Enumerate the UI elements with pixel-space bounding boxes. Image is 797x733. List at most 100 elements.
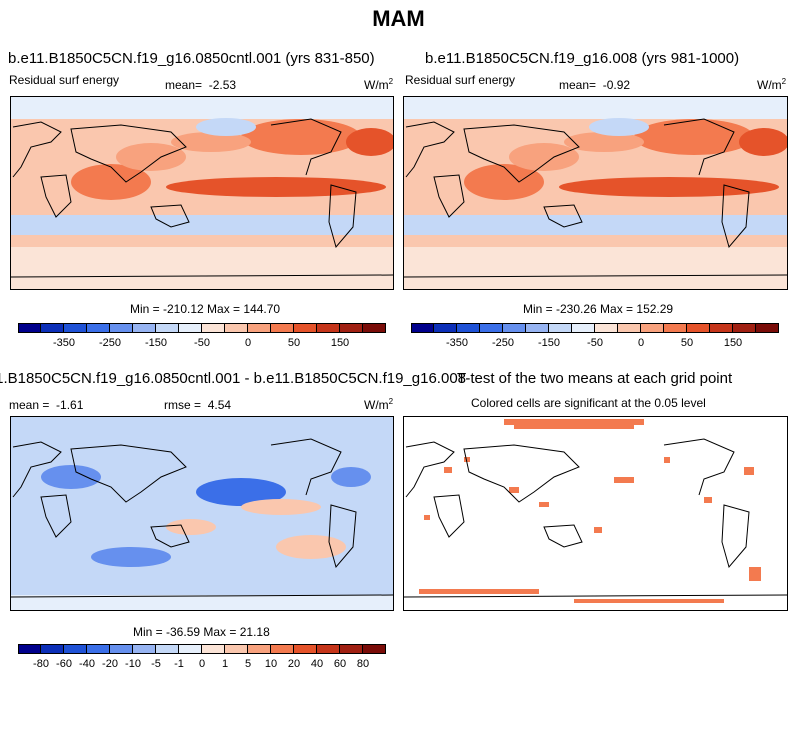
colorbar-cell bbox=[41, 323, 64, 333]
colorbar-cell bbox=[225, 323, 248, 333]
colorbar-cell bbox=[317, 323, 340, 333]
colorbar-cell bbox=[41, 644, 64, 654]
panel2-map bbox=[403, 96, 788, 290]
colorbar-cell bbox=[664, 323, 687, 333]
colorbar-tick-label: 60 bbox=[333, 658, 347, 670]
colorbar-cell bbox=[340, 323, 363, 333]
panel3-title: b.e11.B1850C5CN.f19_g16.0850cntl.001 - b… bbox=[0, 370, 466, 387]
panel4-title: T-test of the two means at each grid poi… bbox=[457, 370, 733, 387]
panel2-units: W/m2 bbox=[757, 77, 787, 92]
colorbar-cell bbox=[549, 323, 572, 333]
colorbar-cell bbox=[225, 644, 248, 654]
panel1-stats: Min = -210.12 Max = 144.70 bbox=[130, 302, 281, 316]
panel3-colorbar: -80 -60 -40 -20 -10 -5 -1 0 1 5 10 20 40 60 80 bbox=[18, 644, 386, 676]
colorbar-tick-label: -150 bbox=[144, 337, 168, 349]
colorbar-frame bbox=[18, 644, 386, 654]
panel1-map bbox=[10, 96, 394, 290]
colorbar-cell bbox=[110, 323, 133, 333]
colorbar-cell bbox=[480, 323, 503, 333]
colorbar-cell bbox=[64, 323, 87, 333]
colorbar-cell bbox=[710, 323, 733, 333]
colorbar-tick-label: -5 bbox=[151, 658, 161, 670]
colorbar-tick-label: 20 bbox=[287, 658, 301, 670]
colorbar-cell bbox=[248, 323, 271, 333]
panel3-rmse-value: 4.54 bbox=[207, 398, 232, 412]
colorbar-tick-label: -250 bbox=[491, 337, 515, 349]
colorbar-cell bbox=[202, 644, 225, 654]
colorbar-cell bbox=[64, 644, 87, 654]
panel3-mean-label: mean = bbox=[9, 398, 50, 412]
panel2-title: b.e11.B1850C5CN.f19_g16.008 (yrs 981-100… bbox=[425, 50, 740, 67]
colorbar-cell bbox=[503, 323, 526, 333]
colorbar-tick-label: -20 bbox=[102, 658, 118, 670]
panel3-rmse-label: rmse = bbox=[164, 398, 202, 412]
colorbar-tick-label: -50 bbox=[587, 337, 603, 349]
colorbar-tick-label: 0 bbox=[244, 337, 252, 349]
colorbar-cell bbox=[202, 323, 225, 333]
colorbar-cell bbox=[572, 323, 595, 333]
colorbar-cell bbox=[457, 323, 480, 333]
colorbar-cell bbox=[18, 644, 41, 654]
colorbar-cell bbox=[271, 644, 294, 654]
panel4-subtitle: Colored cells are significant at the 0.0… bbox=[471, 396, 706, 410]
panel2-stats: Min = -230.26 Max = 152.29 bbox=[523, 302, 674, 316]
panel4-map bbox=[403, 416, 788, 611]
colorbar-tick-label: 80 bbox=[356, 658, 370, 670]
colorbar-tick-label: 10 bbox=[264, 658, 278, 670]
colorbar-tick-label: -50 bbox=[194, 337, 210, 349]
panel2-mean: mean= -0.92 bbox=[559, 78, 630, 92]
panel1-units: W/m2 bbox=[364, 77, 394, 92]
colorbar-cell bbox=[641, 323, 664, 333]
colorbar-tick-label: -80 bbox=[33, 658, 49, 670]
colorbar-cell bbox=[618, 323, 641, 333]
colorbar-tick-label: 150 bbox=[330, 337, 350, 349]
panel1-mean-label: mean= bbox=[165, 78, 203, 92]
colorbar-cell bbox=[434, 323, 457, 333]
colorbar-cell bbox=[156, 323, 179, 333]
colorbar-tick-label: -250 bbox=[98, 337, 122, 349]
colorbar-tick-label: 0 bbox=[637, 337, 645, 349]
colorbar-cell bbox=[87, 644, 110, 654]
colorbar-tick-label: 40 bbox=[310, 658, 324, 670]
colorbar-tick-label: -350 bbox=[52, 337, 76, 349]
panel3-stats: Min = -36.59 Max = 21.18 bbox=[133, 625, 270, 639]
colorbar-tick-label: -350 bbox=[445, 337, 469, 349]
colorbar-tick-label: 1 bbox=[221, 658, 229, 670]
colorbar-cell bbox=[248, 644, 271, 654]
colorbar-tick-label: 50 bbox=[287, 337, 301, 349]
colorbar-cell bbox=[733, 323, 756, 333]
colorbar-cell bbox=[179, 323, 202, 333]
panel2-mean-value: -0.92 bbox=[602, 78, 631, 92]
colorbar-tick-label: -40 bbox=[79, 658, 95, 670]
panel2-mean-label: mean= bbox=[559, 78, 597, 92]
colorbar-tick-label: -1 bbox=[174, 658, 184, 670]
panel3-map bbox=[10, 416, 394, 611]
colorbar-cell bbox=[133, 644, 156, 654]
panel2-colorbar: -350 -250 -150 -50 0 50 150 bbox=[411, 323, 779, 355]
colorbar-tick-label: -150 bbox=[537, 337, 561, 349]
colorbar-frame bbox=[18, 323, 386, 333]
colorbar-tick-label: 0 bbox=[198, 658, 206, 670]
colorbar-cell bbox=[87, 323, 110, 333]
panel1-colorbar: -350 -250 -150 -50 0 50 150 bbox=[18, 323, 386, 355]
panel3-title-wrap: b.e11.B1850C5CN.f19_g16.0850cntl.001 - b… bbox=[0, 370, 466, 390]
colorbar-cell bbox=[294, 323, 317, 333]
colorbar-cell bbox=[133, 323, 156, 333]
colorbar-cell bbox=[687, 323, 710, 333]
colorbar-tick-label: 5 bbox=[244, 658, 252, 670]
panel1-title: b.e11.B1850C5CN.f19_g16.0850cntl.001 (yr… bbox=[8, 50, 375, 67]
panel1-mean: mean= -2.53 bbox=[165, 78, 236, 92]
panel3-units: W/m2 bbox=[364, 397, 394, 412]
colorbar-tick-label: -10 bbox=[125, 658, 141, 670]
colorbar-cell bbox=[110, 644, 133, 654]
colorbar-frame bbox=[411, 323, 779, 333]
figure-title: MAM bbox=[372, 6, 425, 31]
panel1-mean-value: -2.53 bbox=[208, 78, 237, 92]
colorbar-cell bbox=[411, 323, 434, 333]
colorbar-cell bbox=[526, 323, 549, 333]
colorbar-tick-label: 150 bbox=[723, 337, 743, 349]
colorbar-tick-label: 50 bbox=[680, 337, 694, 349]
colorbar-cell bbox=[294, 644, 317, 654]
colorbar-tick-label: -60 bbox=[56, 658, 72, 670]
colorbar-cell bbox=[271, 323, 294, 333]
